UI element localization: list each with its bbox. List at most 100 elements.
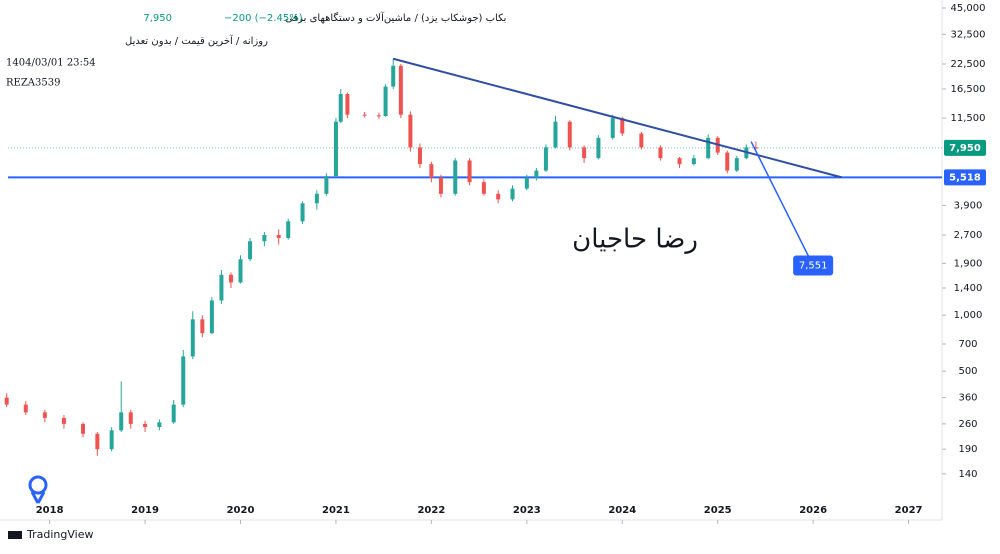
candle-body <box>438 177 443 194</box>
candle-body <box>181 356 186 405</box>
x-tick-label: 2026 <box>799 505 827 516</box>
x-tick-label: 2027 <box>895 505 923 516</box>
pin-icon <box>28 475 48 504</box>
candle-body <box>725 152 730 171</box>
candle-body <box>734 158 739 171</box>
x-tick-label: 2025 <box>704 505 732 516</box>
candle-body <box>262 235 267 242</box>
candle-body <box>567 121 572 148</box>
y-tick-label: 3,900 <box>954 200 983 211</box>
candle-body <box>706 137 711 159</box>
candle-body <box>362 114 367 116</box>
y-tick-label: 190 <box>958 444 977 455</box>
candle-body <box>228 274 233 283</box>
candle-body <box>219 274 224 301</box>
candle-body <box>391 65 396 87</box>
candle-body <box>286 221 291 239</box>
candle-body <box>300 203 305 222</box>
candle-body <box>248 241 253 260</box>
candle-body <box>639 133 644 148</box>
brand-logo <box>8 531 22 539</box>
candle-body <box>383 86 388 117</box>
candle-body <box>582 147 587 159</box>
trendline <box>392 57 843 179</box>
y-tick-label: 500 <box>958 366 977 377</box>
candle-body <box>610 118 615 138</box>
target-line <box>750 141 814 266</box>
candle-body <box>95 433 100 450</box>
y-tick-label: 140 <box>958 469 977 480</box>
candle-body <box>200 319 205 334</box>
price: 7,950 <box>143 13 172 24</box>
y-tick-label: 360 <box>958 393 977 404</box>
interval: روزانه / آخرین قیمت / بدون تعدیل <box>125 34 268 47</box>
candle-body <box>23 404 28 413</box>
candle-body <box>481 182 486 194</box>
candle-body <box>209 300 214 334</box>
candle-body <box>691 158 696 165</box>
candle-body <box>238 259 243 283</box>
candle-body <box>345 94 350 115</box>
y-tick-label: 700 <box>958 339 977 350</box>
candle-body <box>119 412 124 431</box>
brand: TradingView <box>26 528 93 541</box>
candle-body <box>453 160 458 194</box>
candle-body <box>553 121 558 148</box>
change: −200 (−2.45%) <box>224 13 303 24</box>
candle-body <box>524 177 529 189</box>
price-tag-label: 5,518 <box>949 172 981 183</box>
candle-body <box>677 158 682 165</box>
y-tick-label: 1,400 <box>954 283 983 294</box>
x-tick-label: 2018 <box>36 505 64 516</box>
price-tag <box>944 139 986 156</box>
candle-body <box>510 188 515 200</box>
y-tick-label: 45,000 <box>951 3 986 14</box>
target-box <box>793 255 834 276</box>
y-tick-label: 1,000 <box>954 310 983 321</box>
candle-body <box>596 137 601 159</box>
candle-body <box>338 94 343 122</box>
y-tick-label: 2,700 <box>954 230 983 241</box>
candle-body <box>42 412 47 418</box>
x-tick-label: 2019 <box>131 505 159 516</box>
y-tick-label: 11,500 <box>951 113 986 124</box>
candle-body <box>376 115 381 117</box>
candle-body <box>109 430 114 450</box>
y-tick-label: 1,900 <box>954 258 983 269</box>
candle-body <box>4 397 9 405</box>
x-tick-label: 2020 <box>227 505 255 516</box>
candle-body <box>398 65 403 115</box>
candle-body <box>620 118 625 134</box>
symbol-title: بکاب (جوشکاب یزد) / ماشین‌آلات و دستگاهه… <box>285 11 506 24</box>
target-label: 7,551 <box>799 261 828 272</box>
candle-body <box>543 147 548 171</box>
candle-body <box>658 147 663 159</box>
x-tick-label: 2021 <box>322 505 350 516</box>
candle-body <box>333 121 338 177</box>
candle-body <box>753 147 758 149</box>
price-tag-label: 7,950 <box>949 143 981 154</box>
y-tick-label: 22,500 <box>951 59 986 70</box>
candle-body <box>314 193 319 204</box>
candle-body <box>408 114 413 148</box>
candle-body <box>467 160 472 183</box>
candle-body <box>276 235 281 239</box>
user: REZA3539 <box>6 78 60 89</box>
watermark: رضا حاجیان <box>572 225 698 255</box>
x-tick-label: 2022 <box>417 505 445 516</box>
candle-body <box>157 422 162 428</box>
candle-body <box>128 412 133 424</box>
candle-body <box>81 423 86 434</box>
x-tick-label: 2024 <box>608 505 636 516</box>
y-tick-label: 260 <box>958 419 977 430</box>
candle-body <box>429 164 434 178</box>
candle-body <box>171 404 176 423</box>
y-tick-label: 16,500 <box>951 84 986 95</box>
y-tick-label: 32,500 <box>951 29 986 40</box>
candle-body <box>496 193 501 200</box>
candle-body <box>190 319 195 357</box>
candle-body <box>534 170 539 178</box>
price-tag <box>944 169 986 186</box>
